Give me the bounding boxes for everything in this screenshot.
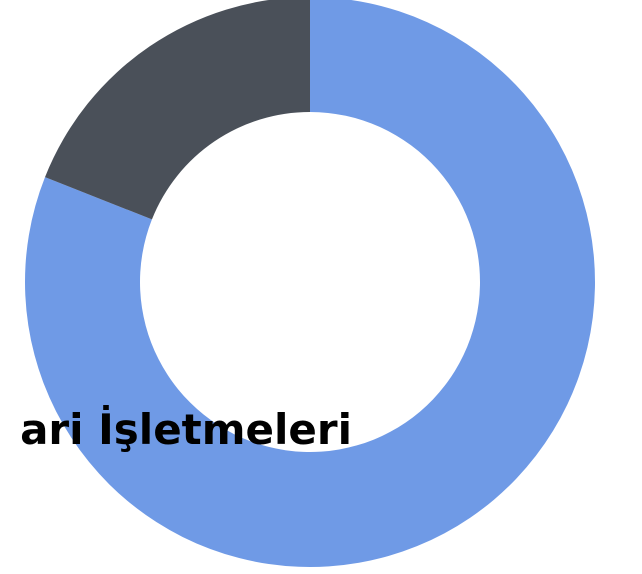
slice-label: ari İşletmeleri — [20, 404, 352, 454]
slice — [45, 0, 310, 220]
slices — [25, 0, 595, 567]
slice — [25, 0, 595, 567]
